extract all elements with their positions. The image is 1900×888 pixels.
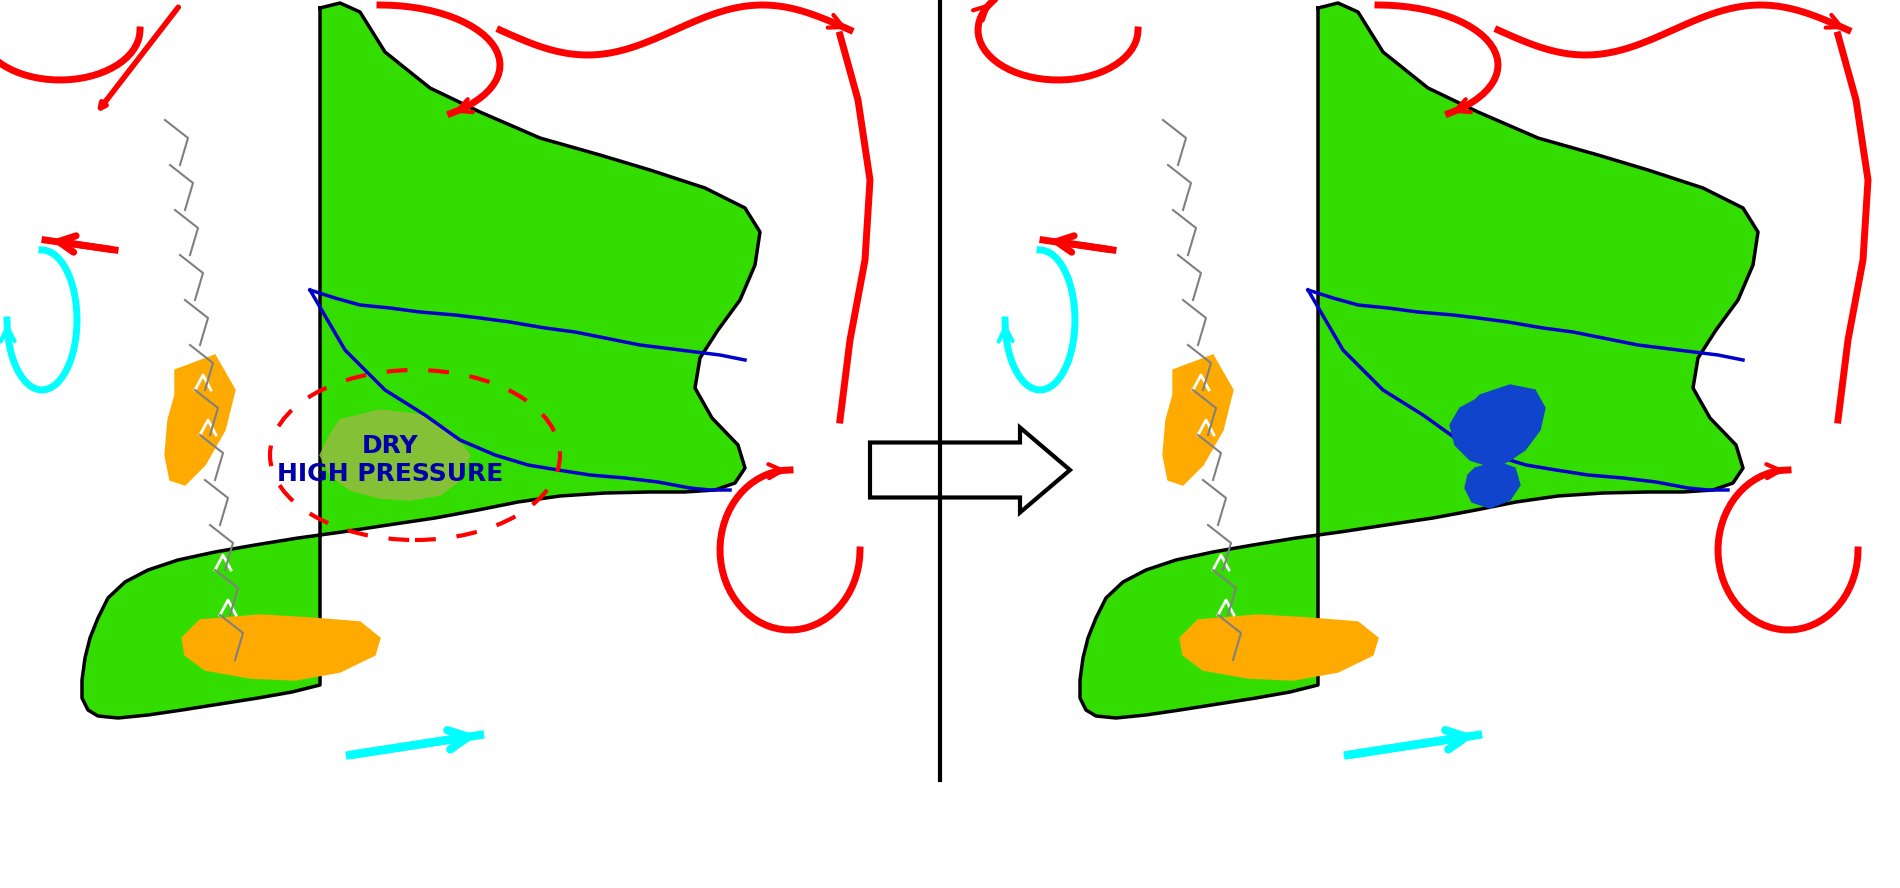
Polygon shape	[1079, 3, 1758, 718]
Polygon shape	[182, 615, 380, 680]
Polygon shape	[319, 410, 469, 500]
Polygon shape	[82, 3, 760, 718]
Polygon shape	[1450, 385, 1545, 468]
Text: DRY
HIGH PRESSURE: DRY HIGH PRESSURE	[277, 434, 504, 486]
Polygon shape	[165, 355, 236, 485]
Polygon shape	[1465, 462, 1520, 508]
Polygon shape	[1163, 355, 1233, 485]
Polygon shape	[1180, 615, 1378, 680]
FancyArrow shape	[870, 427, 1070, 512]
